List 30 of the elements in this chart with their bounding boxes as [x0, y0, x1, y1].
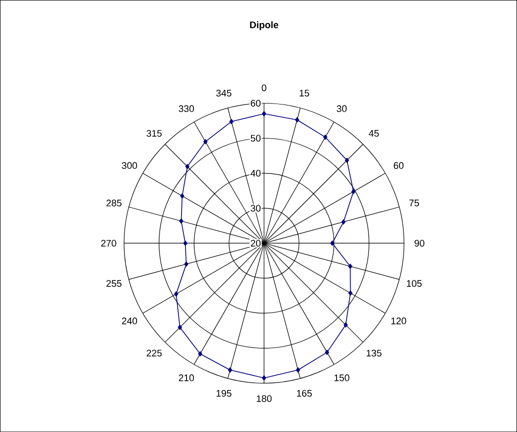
spoke-label: 0 [262, 84, 266, 92]
spoke-label: 240 [122, 318, 138, 324]
y-tick-label: 50 [250, 134, 261, 142]
spoke-label: 120 [391, 318, 406, 324]
y-tick-label: 20 [250, 240, 261, 247]
chart-title: Dipole [250, 21, 278, 30]
spoke-label: 30 [336, 105, 347, 112]
spoke-label: 45 [368, 130, 379, 137]
spoke-label: 300 [122, 162, 138, 169]
spoke-label: 15 [300, 90, 310, 96]
y-tick-label: 30 [250, 204, 261, 212]
spoke-label: 270 [101, 240, 116, 247]
spoke-label: 60 [394, 162, 404, 169]
spoke-label: 210 [178, 374, 194, 382]
spoke-label: 135 [366, 350, 382, 356]
spoke-label: 90 [414, 240, 424, 247]
spoke-label: 180 [256, 395, 272, 402]
spoke-label: 105 [406, 280, 422, 287]
y-tick-label: 60 [250, 100, 261, 107]
spoke-label: 285 [106, 200, 122, 206]
spoke-label: 195 [216, 390, 232, 397]
spoke-label: 165 [297, 390, 312, 397]
spoke-label: 225 [146, 350, 162, 356]
spoke-label: 330 [178, 105, 194, 112]
spoke-label: 255 [106, 280, 122, 287]
spoke-label: 315 [146, 130, 162, 137]
spoke-label: 345 [216, 90, 232, 96]
spoke-label: 75 [409, 200, 420, 206]
spoke-label: 150 [334, 374, 350, 382]
y-tick-label: 40 [250, 170, 261, 177]
